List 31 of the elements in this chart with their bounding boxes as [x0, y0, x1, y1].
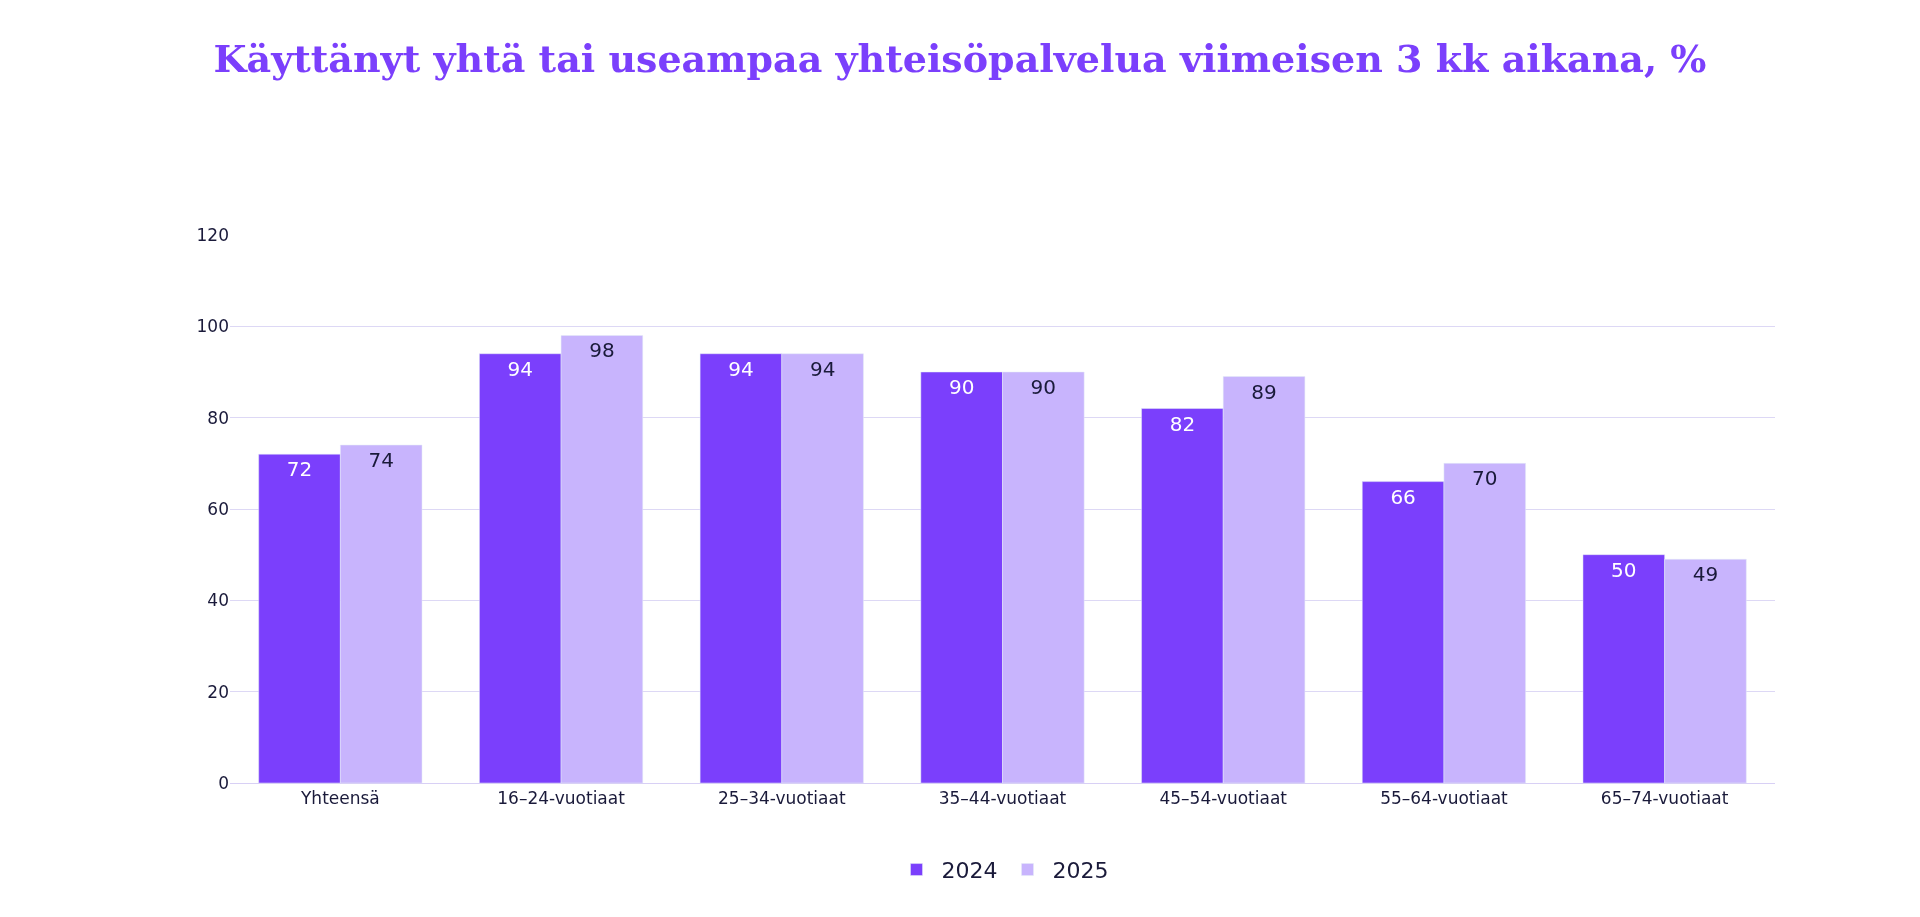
y-tick-label: 120 [196, 224, 229, 245]
x-tick-label: 25–34-vuotiaat [718, 788, 846, 809]
data-label: 98 [589, 338, 615, 363]
y-tick-label: 80 [207, 407, 229, 428]
legend-label: 2025 [1052, 858, 1109, 884]
data-label: 90 [1030, 375, 1057, 399]
y-tick-label: 60 [207, 498, 229, 519]
x-tick-label: 65–74-vuotiaat [1600, 788, 1729, 809]
data-label: 70 [1472, 466, 1498, 491]
data-label: 89 [1251, 379, 1277, 404]
x-tick-label: Yhteensä [299, 788, 380, 809]
y-tick-label: 40 [207, 590, 229, 611]
x-tick-label: 55–64-vuotiaat [1380, 788, 1509, 809]
data-label: 72 [286, 457, 313, 482]
chart-title: Käyttänyt yhtä tai useampaa yhteisöpalvelua viimeisen 3 kk aikana, % [213, 36, 1707, 82]
data-label: 74 [368, 448, 394, 473]
x-tick-label: 45–54-vuotiaat [1159, 788, 1288, 809]
y-tick-label: 20 [207, 681, 229, 702]
data-label: 49 [1692, 562, 1719, 587]
data-label: 94 [507, 356, 533, 381]
data-label: 90 [948, 375, 975, 399]
y-tick-label: 100 [196, 316, 229, 337]
data-label: 66 [1390, 484, 1416, 509]
x-tick-label: 16–24-vuotiaat [497, 788, 626, 809]
data-label: 50 [1611, 557, 1637, 582]
y-tick-label: 0 [218, 772, 229, 793]
data-label: 82 [1169, 411, 1196, 436]
legend-label: 2024 [941, 858, 998, 884]
x-tick-label: 35–44-vuotiaat [938, 788, 1067, 809]
data-label: 94 [728, 356, 754, 381]
data-label: 94 [809, 356, 836, 381]
